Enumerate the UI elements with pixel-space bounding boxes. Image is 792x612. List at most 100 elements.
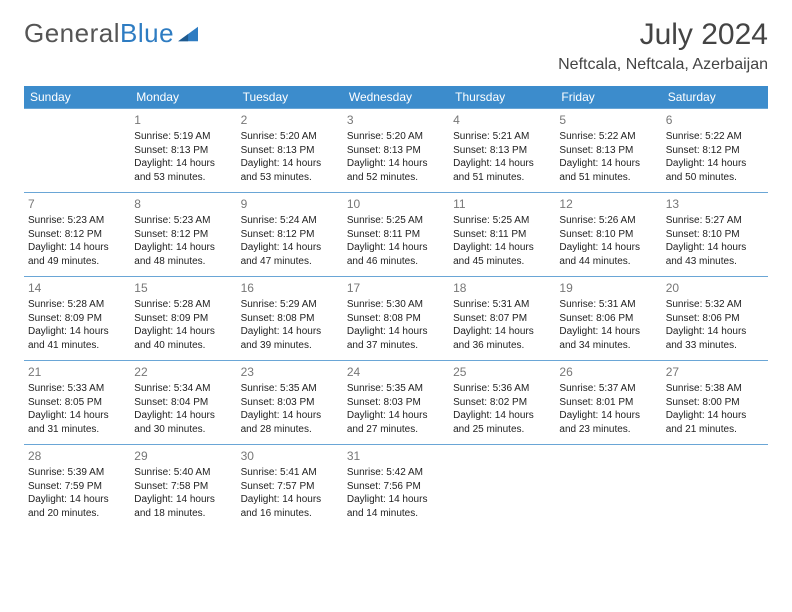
- day-cell: 23Sunrise: 5:35 AMSunset: 8:03 PMDayligh…: [237, 361, 343, 445]
- day-cell: 6 Sunrise: 5:22 AMSunset: 8:12 PMDaylight…: [662, 109, 768, 193]
- daylight-line: Daylight: 14 hours and 52 minutes.: [347, 157, 445, 184]
- day-cell: 7 Sunrise: 5:23 AMSunset: 8:12 PMDaylight…: [24, 193, 130, 277]
- day-cell: 29Sunrise: 5:40 AMSunset: 7:58 PMDayligh…: [130, 445, 236, 529]
- daylight-line: Daylight: 14 hours and 14 minutes.: [347, 493, 445, 520]
- calendar-thead: SundayMondayTuesdayWednesdayThursdayFrid…: [24, 86, 768, 109]
- day-cell: 28Sunrise: 5:39 AMSunset: 7:59 PMDayligh…: [24, 445, 130, 529]
- day-header: Wednesday: [343, 86, 449, 109]
- day-number: 1: [134, 112, 232, 128]
- day-header: Friday: [555, 86, 661, 109]
- page-header: GeneralBlue July 2024 Neftcala, Neftcala…: [24, 18, 768, 74]
- sunrise-line: Sunrise: 5:29 AM: [241, 298, 339, 312]
- week-row: 21Sunrise: 5:33 AMSunset: 8:05 PMDayligh…: [24, 361, 768, 445]
- day-cell: 14Sunrise: 5:28 AMSunset: 8:09 PMDayligh…: [24, 277, 130, 361]
- daylight-line: Daylight: 14 hours and 16 minutes.: [241, 493, 339, 520]
- day-cell: 10Sunrise: 5:25 AMSunset: 8:11 PMDayligh…: [343, 193, 449, 277]
- daylight-line: Daylight: 14 hours and 44 minutes.: [559, 241, 657, 268]
- sunset-line: Sunset: 8:08 PM: [347, 312, 445, 326]
- daylight-line: Daylight: 14 hours and 43 minutes.: [666, 241, 764, 268]
- day-cell: 26Sunrise: 5:37 AMSunset: 8:01 PMDayligh…: [555, 361, 661, 445]
- brand-part2: Blue: [120, 18, 174, 48]
- sunset-line: Sunset: 8:03 PM: [241, 396, 339, 410]
- daylight-line: Daylight: 14 hours and 40 minutes.: [134, 325, 232, 352]
- day-number: 27: [666, 364, 764, 380]
- sunrise-line: Sunrise: 5:27 AM: [666, 214, 764, 228]
- day-header: Saturday: [662, 86, 768, 109]
- sunset-line: Sunset: 8:13 PM: [453, 144, 551, 158]
- day-number: 2: [241, 112, 339, 128]
- day-number: 13: [666, 196, 764, 212]
- sunset-line: Sunset: 8:12 PM: [666, 144, 764, 158]
- daylight-line: Daylight: 14 hours and 34 minutes.: [559, 325, 657, 352]
- sunrise-line: Sunrise: 5:24 AM: [241, 214, 339, 228]
- daylight-line: Daylight: 14 hours and 41 minutes.: [28, 325, 126, 352]
- daylight-line: Daylight: 14 hours and 49 minutes.: [28, 241, 126, 268]
- sunset-line: Sunset: 8:11 PM: [453, 228, 551, 242]
- day-number: 7: [28, 196, 126, 212]
- daylight-line: Daylight: 14 hours and 50 minutes.: [666, 157, 764, 184]
- week-row: 7Sunrise: 5:23 AMSunset: 8:12 PMDaylight…: [24, 193, 768, 277]
- sunrise-line: Sunrise: 5:38 AM: [666, 382, 764, 396]
- sunrise-line: Sunrise: 5:20 AM: [241, 130, 339, 144]
- week-row: 14Sunrise: 5:28 AMSunset: 8:09 PMDayligh…: [24, 277, 768, 361]
- sunrise-line: Sunrise: 5:35 AM: [347, 382, 445, 396]
- daylight-line: Daylight: 14 hours and 27 minutes.: [347, 409, 445, 436]
- day-number: 30: [241, 448, 339, 464]
- day-cell: 20Sunrise: 5:32 AMSunset: 8:06 PMDayligh…: [662, 277, 768, 361]
- day-cell: 19Sunrise: 5:31 AMSunset: 8:06 PMDayligh…: [555, 277, 661, 361]
- day-cell: 5Sunrise: 5:22 AMSunset: 8:13 PMDaylight…: [555, 109, 661, 193]
- day-cell: 18Sunrise: 5:31 AMSunset: 8:07 PMDayligh…: [449, 277, 555, 361]
- sunrise-line: Sunrise: 5:22 AM: [666, 130, 764, 144]
- sunset-line: Sunset: 8:01 PM: [559, 396, 657, 410]
- sunset-line: Sunset: 8:05 PM: [28, 396, 126, 410]
- sunrise-line: Sunrise: 5:23 AM: [28, 214, 126, 228]
- day-number: 11: [453, 196, 551, 212]
- day-number: 9: [241, 196, 339, 212]
- sunset-line: Sunset: 8:12 PM: [134, 228, 232, 242]
- sunrise-line: Sunrise: 5:22 AM: [559, 130, 657, 144]
- day-cell: 3Sunrise: 5:20 AMSunset: 8:13 PMDaylight…: [343, 109, 449, 193]
- daylight-line: Daylight: 14 hours and 51 minutes.: [559, 157, 657, 184]
- day-number: 31: [347, 448, 445, 464]
- sunset-line: Sunset: 8:03 PM: [347, 396, 445, 410]
- day-cell: 15Sunrise: 5:28 AMSunset: 8:09 PMDayligh…: [130, 277, 236, 361]
- sunrise-line: Sunrise: 5:41 AM: [241, 466, 339, 480]
- week-row: 28Sunrise: 5:39 AMSunset: 7:59 PMDayligh…: [24, 445, 768, 529]
- day-number: 6: [666, 112, 764, 128]
- brand-part1: General: [24, 18, 120, 48]
- sunset-line: Sunset: 7:58 PM: [134, 480, 232, 494]
- day-cell: 9Sunrise: 5:24 AMSunset: 8:12 PMDaylight…: [237, 193, 343, 277]
- day-number: 5: [559, 112, 657, 128]
- day-number: 26: [559, 364, 657, 380]
- day-number: 24: [347, 364, 445, 380]
- day-header: Thursday: [449, 86, 555, 109]
- sunset-line: Sunset: 8:09 PM: [28, 312, 126, 326]
- sunrise-line: Sunrise: 5:19 AM: [134, 130, 232, 144]
- title-box: July 2024 Neftcala, Neftcala, Azerbaijan: [558, 18, 768, 74]
- day-number: 28: [28, 448, 126, 464]
- sunrise-line: Sunrise: 5:32 AM: [666, 298, 764, 312]
- day-header: Tuesday: [237, 86, 343, 109]
- calendar-table: SundayMondayTuesdayWednesdayThursdayFrid…: [24, 86, 768, 529]
- sunrise-line: Sunrise: 5:20 AM: [347, 130, 445, 144]
- brand-logo: GeneralBlue: [24, 18, 200, 49]
- sunset-line: Sunset: 8:04 PM: [134, 396, 232, 410]
- daylight-line: Daylight: 14 hours and 46 minutes.: [347, 241, 445, 268]
- brand-text: GeneralBlue: [24, 18, 174, 49]
- sunset-line: Sunset: 8:12 PM: [241, 228, 339, 242]
- daylight-line: Daylight: 14 hours and 18 minutes.: [134, 493, 232, 520]
- sunset-line: Sunset: 8:00 PM: [666, 396, 764, 410]
- sunrise-line: Sunrise: 5:35 AM: [241, 382, 339, 396]
- day-cell: 25Sunrise: 5:36 AMSunset: 8:02 PMDayligh…: [449, 361, 555, 445]
- sunset-line: Sunset: 8:08 PM: [241, 312, 339, 326]
- sunset-line: Sunset: 8:12 PM: [28, 228, 126, 242]
- day-number: 29: [134, 448, 232, 464]
- sunset-line: Sunset: 8:10 PM: [666, 228, 764, 242]
- daylight-line: Daylight: 14 hours and 53 minutes.: [241, 157, 339, 184]
- day-cell: 22Sunrise: 5:34 AMSunset: 8:04 PMDayligh…: [130, 361, 236, 445]
- sunrise-line: Sunrise: 5:37 AM: [559, 382, 657, 396]
- sunrise-line: Sunrise: 5:31 AM: [559, 298, 657, 312]
- day-cell: 21Sunrise: 5:33 AMSunset: 8:05 PMDayligh…: [24, 361, 130, 445]
- empty-cell: [449, 445, 555, 529]
- sunset-line: Sunset: 8:06 PM: [559, 312, 657, 326]
